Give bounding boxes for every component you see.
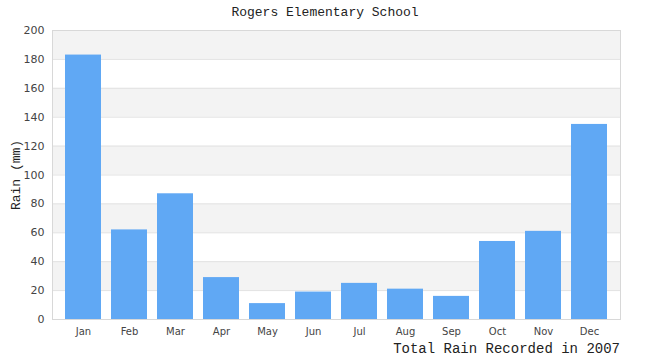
svg-text:80: 80 [31, 197, 45, 210]
svg-text:Mar: Mar [166, 326, 186, 337]
svg-text:60: 60 [31, 226, 45, 239]
svg-text:140: 140 [24, 111, 45, 124]
svg-text:Jul: Jul [352, 326, 365, 337]
svg-text:160: 160 [24, 82, 45, 95]
svg-text:Jun: Jun [305, 326, 322, 337]
svg-text:Aug: Aug [396, 326, 416, 337]
svg-text:180: 180 [24, 53, 45, 66]
svg-text:May: May [257, 326, 278, 337]
svg-text:Jan: Jan [75, 326, 91, 337]
svg-text:0: 0 [38, 313, 45, 326]
html-text:Rogers Elementary School: Rogers Elementary School [231, 5, 419, 20]
svg-text:Nov: Nov [534, 326, 554, 337]
svg-text:Oct: Oct [489, 326, 506, 337]
svg-text:20: 20 [31, 284, 45, 297]
svg-text:100: 100 [24, 169, 45, 182]
svg-text:Rain (mm): Rain (mm) [9, 140, 24, 210]
html-text:Total Rain Recorded in 2007: Total Rain Recorded in 2007 [393, 341, 620, 357]
svg-text:Sep: Sep [442, 326, 461, 337]
svg-text:200: 200 [24, 24, 45, 37]
svg-text:Dec: Dec [580, 326, 599, 337]
svg-text:40: 40 [31, 255, 45, 268]
svg-text:120: 120 [24, 140, 45, 153]
svg-text:Feb: Feb [121, 326, 139, 337]
svg-text:Apr: Apr [213, 326, 231, 337]
